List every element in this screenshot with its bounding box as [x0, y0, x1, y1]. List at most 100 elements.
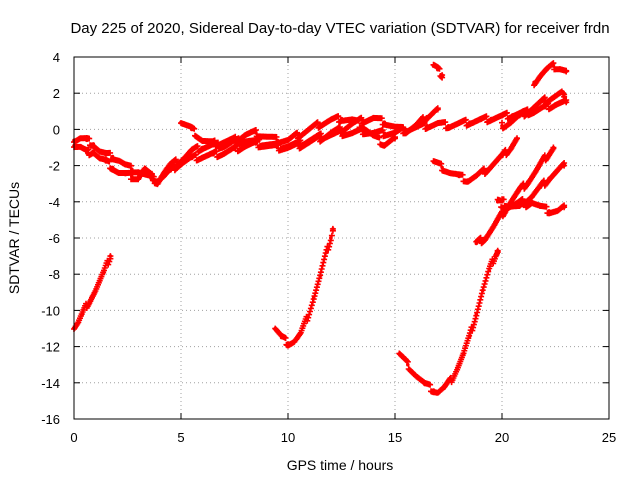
data-point [425, 124, 429, 128]
data-point [350, 131, 355, 135]
data-point [222, 140, 226, 144]
series [272, 225, 336, 349]
data-point [232, 138, 237, 143]
data-point [478, 118, 483, 123]
data-point [292, 339, 297, 344]
data-point [97, 279, 102, 284]
series [499, 196, 568, 217]
series [499, 88, 568, 132]
y-tick-label: 4 [53, 50, 60, 65]
data-point [530, 194, 534, 199]
data-point [324, 250, 329, 255]
data-point [543, 105, 547, 110]
data-point [211, 142, 215, 146]
data-point [243, 143, 247, 148]
data-point [91, 149, 96, 153]
data-point [436, 107, 440, 112]
data-point [461, 352, 466, 356]
data-point [311, 295, 316, 300]
data-point [85, 138, 89, 143]
data-point [393, 131, 397, 135]
data-point [508, 203, 513, 208]
data-point [508, 200, 513, 204]
data-point [564, 100, 568, 105]
data-point [299, 332, 303, 336]
data-point [393, 136, 397, 141]
y-tick-label: -8 [48, 267, 60, 282]
data-point [106, 259, 110, 264]
data-point [382, 131, 387, 135]
data-point [534, 104, 538, 108]
data-point [382, 142, 387, 146]
data-point [436, 67, 440, 72]
x-tick-label: 20 [495, 430, 509, 445]
data-point [525, 180, 530, 184]
data-point [200, 154, 205, 159]
x-tick-label: 10 [281, 430, 295, 445]
data-point [543, 98, 547, 103]
data-point [136, 176, 140, 181]
data-point [189, 127, 194, 132]
data-point [500, 212, 504, 217]
data-point [515, 136, 519, 141]
data-point [517, 114, 521, 119]
data-point [553, 102, 558, 106]
data-point [117, 171, 121, 175]
data-point [329, 118, 333, 123]
data-point [547, 209, 551, 213]
data-point [102, 270, 106, 275]
y-axis-label: SDTVAR / TECUs [6, 182, 22, 294]
data-point [211, 152, 215, 157]
data-point [78, 145, 83, 150]
data-point [517, 189, 521, 193]
series [178, 113, 398, 150]
data-point [468, 333, 472, 338]
y-tick-label: 2 [53, 86, 60, 101]
data-point [423, 382, 427, 387]
data-point [431, 388, 436, 392]
data-point [393, 125, 397, 130]
data-point [551, 145, 556, 150]
data-point [483, 169, 487, 173]
data-point [78, 136, 83, 141]
data-point [85, 303, 89, 307]
data-point [487, 268, 492, 273]
data-point [104, 160, 108, 164]
series [396, 247, 501, 396]
data-point [457, 174, 462, 179]
series-markers [531, 60, 570, 89]
series [531, 60, 570, 89]
y-tick-label: -2 [48, 159, 60, 174]
y-tick-label: -14 [41, 376, 60, 391]
data-point [149, 174, 153, 179]
data-point [110, 154, 115, 159]
data-point [538, 73, 543, 77]
data-point [142, 167, 147, 171]
data-point [371, 116, 376, 121]
data-point [108, 254, 113, 258]
data-point [264, 143, 269, 148]
series [430, 135, 520, 185]
series-markers [396, 247, 501, 396]
data-point [493, 252, 498, 257]
data-point [136, 169, 140, 173]
data-point [97, 156, 102, 161]
data-point [155, 178, 160, 182]
data-point [168, 169, 173, 173]
data-point [200, 138, 205, 143]
data-point [279, 335, 284, 340]
chart-title: Day 225 of 2020, Sidereal Day-to-day VTE… [70, 20, 609, 37]
data-point [555, 169, 560, 173]
data-point [525, 109, 530, 114]
data-point [371, 134, 376, 139]
y-tick-label: -10 [41, 303, 60, 318]
y-tick-label: -12 [41, 340, 60, 355]
data-point [545, 67, 549, 72]
y-tick-label: 0 [53, 122, 60, 137]
data-point [500, 114, 504, 119]
data-point [457, 122, 462, 126]
series-markers [499, 88, 568, 132]
data-point [222, 151, 226, 155]
data-point [436, 390, 440, 394]
